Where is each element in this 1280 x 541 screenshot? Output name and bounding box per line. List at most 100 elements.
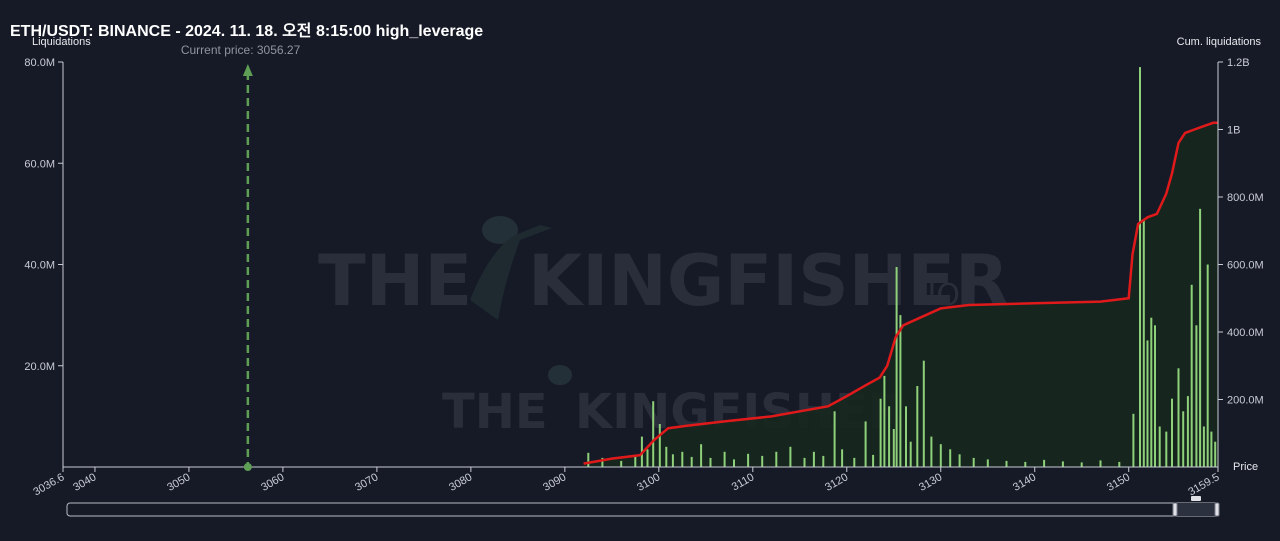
liquidation-bar <box>986 459 989 467</box>
liquidation-bar <box>1080 462 1083 467</box>
liquidation-bar <box>665 446 668 468</box>
liquidation-bar <box>899 315 902 467</box>
liquidation-bar <box>879 398 882 467</box>
liquidation-bar <box>733 459 735 467</box>
liquidation-bar <box>905 406 907 468</box>
x-tick-label: 3150 <box>1105 471 1132 494</box>
liquidation-bar <box>1165 431 1168 467</box>
y2-axis-title: Cum. liquidations <box>1177 36 1262 48</box>
liquidation-bar <box>892 429 895 467</box>
liquidation-bar <box>690 456 693 467</box>
liquidation-bar <box>888 406 891 468</box>
y2-tick-label: 200.0M <box>1227 395 1264 407</box>
watermark-brand-small: THE <box>442 384 548 440</box>
range-slider[interactable] <box>66 496 1220 517</box>
liquidation-bar <box>681 451 684 467</box>
liquidation-bar <box>671 454 674 467</box>
current-price-dot <box>243 463 252 471</box>
y2-tick-label: 800.0M <box>1227 192 1264 204</box>
liquidation-bar <box>1142 218 1145 467</box>
liquidation-bar <box>1043 459 1046 467</box>
x-tick-label: 3060 <box>259 471 286 494</box>
chart-title: ETH/USDT: BINANCE - 2024. 11. 18. 오전 8:1… <box>10 23 484 40</box>
liquidation-bar <box>1118 461 1121 467</box>
y-axis-ticks: 20.0M 40.0M 60.0M 80.0M <box>24 57 63 373</box>
liquidation-bar <box>916 386 919 467</box>
liquidation-bar <box>1186 396 1189 467</box>
liquidation-bar <box>922 360 925 467</box>
range-slider-grip-icon[interactable] <box>1191 496 1201 501</box>
x-tick-label: 3040 <box>71 471 98 494</box>
x-tick-label: 3110 <box>730 471 756 493</box>
liquidation-bar <box>872 454 875 467</box>
liquidation-bar <box>864 421 867 467</box>
x-tick-label: 3120 <box>823 471 850 494</box>
liquidation-bar <box>949 449 952 467</box>
liquidation-bar <box>709 457 712 467</box>
range-slider-left-handle[interactable] <box>1172 502 1178 517</box>
liquidation-bar <box>646 449 649 467</box>
current-price-label: Current price: 3056.27 <box>181 43 301 57</box>
watermark-brand-2: KINGFISHER <box>528 240 1009 322</box>
liquidation-bar <box>1139 67 1141 467</box>
current-price-arrow-icon <box>242 64 253 76</box>
x-tick-label: 3130 <box>917 471 944 494</box>
liquidation-bar <box>652 401 655 467</box>
x-axis-ticks: 3036.6 3040 3050 3060 3070 3080 3090 3100 3110 31… <box>31 467 1222 498</box>
liquidation-bar <box>812 451 815 467</box>
liquidation-bar <box>723 451 726 467</box>
liquidation-bar <box>1206 264 1209 467</box>
x-tick-label: 3100 <box>635 471 662 494</box>
liquidation-bar <box>620 460 623 467</box>
y-tick-label: 20.0M <box>24 361 55 373</box>
liquidation-bar <box>841 449 844 467</box>
liquidation-bars <box>587 67 1217 468</box>
x-tick-label: 3090 <box>541 471 568 494</box>
y-tick-label: 60.0M <box>24 158 55 170</box>
y2-tick-label: 600.0M <box>1227 260 1264 272</box>
liquidation-bar <box>775 451 778 467</box>
liquidation-bar <box>747 453 750 467</box>
liquidation-bar <box>658 424 661 467</box>
liquidation-bar <box>1005 460 1008 467</box>
liquidation-bar <box>761 455 764 467</box>
liquidation-bar <box>895 267 898 467</box>
liquidation-bar <box>833 411 836 467</box>
liquidation-bar <box>700 444 703 467</box>
liquidation-bar <box>958 454 961 467</box>
liquidation-bar <box>803 457 806 467</box>
liquidation-bar <box>789 446 792 468</box>
liquidation-bar <box>1182 411 1185 467</box>
range-slider-right-handle[interactable] <box>1214 502 1220 517</box>
x-tick-label: 3080 <box>447 471 474 494</box>
liquidation-bar <box>822 455 825 467</box>
x-tick-label: 3159.5 <box>1186 471 1221 498</box>
y2-axis-ticks: 200.0M 400.0M 600.0M 800.0M 1B 1.2B <box>1218 57 1264 407</box>
liquidation-bar <box>1190 284 1193 468</box>
liquidation-bar <box>1199 208 1202 468</box>
y-tick-label: 80.0M <box>24 57 55 69</box>
liquidation-bar <box>1099 460 1102 467</box>
cum-liquidations-area <box>583 122 1218 468</box>
liquidation-bar <box>972 457 975 467</box>
liquidation-bar <box>1146 340 1149 467</box>
liquidation-bar <box>1177 368 1180 467</box>
x-axis-title: Price <box>1233 461 1258 473</box>
cum-liquidations-line <box>583 121 1218 465</box>
x-tick-label: 3050 <box>165 471 192 494</box>
liquidation-bar <box>930 436 933 467</box>
liquidation-bar <box>1132 413 1135 467</box>
liquidation-bar <box>1195 325 1198 468</box>
x-tick-label: 3140 <box>1011 471 1038 494</box>
y2-tick-label: 400.0M <box>1227 327 1264 339</box>
liquidation-bar <box>1214 441 1217 467</box>
liquidation-bar <box>853 457 856 467</box>
watermark-brand: THE <box>318 240 472 322</box>
liquidation-bar <box>1171 398 1173 467</box>
liquidation-bar <box>634 456 637 467</box>
range-slider-track[interactable] <box>66 502 1219 517</box>
current-price-marker: Current price: 3056.27 <box>181 43 301 471</box>
range-slider-selection[interactable] <box>1175 503 1218 516</box>
liquidation-bar <box>587 452 590 467</box>
liquidation-bar <box>1150 317 1153 467</box>
